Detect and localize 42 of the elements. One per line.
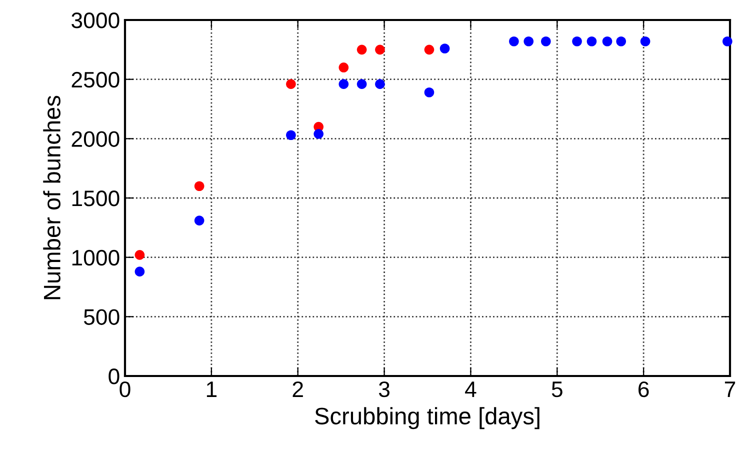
- x-tick-label: 7: [724, 382, 736, 397]
- point: [540, 36, 551, 46]
- point: [314, 129, 324, 139]
- y-tick-label: 0: [108, 368, 120, 384]
- point: [286, 130, 296, 140]
- x-tick-label: 5: [552, 382, 562, 398]
- x-tick-label: 0: [120, 381, 130, 398]
- point: [509, 36, 519, 46]
- point: [424, 87, 434, 98]
- y-tick-label: 3000: [72, 12, 120, 28]
- point: [586, 36, 597, 46]
- point: [375, 44, 385, 55]
- point: [375, 79, 385, 89]
- point: [134, 250, 145, 260]
- x-tick-label: 2: [292, 381, 303, 397]
- y-axis-title: Number of bunches: [43, 96, 60, 300]
- x-tick-label: 6: [638, 381, 649, 398]
- point: [572, 36, 582, 46]
- y-tick-label: 500: [84, 309, 120, 325]
- point: [194, 181, 204, 192]
- point: [356, 79, 367, 89]
- point: [424, 44, 434, 55]
- point: [602, 36, 612, 46]
- y-tick-label: 1000: [72, 250, 120, 266]
- y-tick-label: 2000: [72, 131, 120, 147]
- x-tick-label: 1: [206, 382, 217, 397]
- point: [338, 62, 349, 72]
- point: [722, 36, 732, 46]
- point: [440, 44, 450, 54]
- point: [616, 36, 626, 46]
- x-axis-title: Scrubbing time [days]: [315, 407, 540, 430]
- point: [356, 44, 367, 55]
- point: [640, 36, 650, 46]
- point: [286, 79, 296, 89]
- point: [194, 216, 204, 226]
- x-tick-label: 4: [465, 382, 476, 397]
- x-tick-label: 3: [378, 381, 390, 398]
- point: [338, 79, 349, 89]
- y-tick-label: 2500: [72, 72, 120, 88]
- point: [524, 36, 534, 46]
- point: [134, 266, 145, 276]
- y-tick-label: 1500: [72, 190, 120, 206]
